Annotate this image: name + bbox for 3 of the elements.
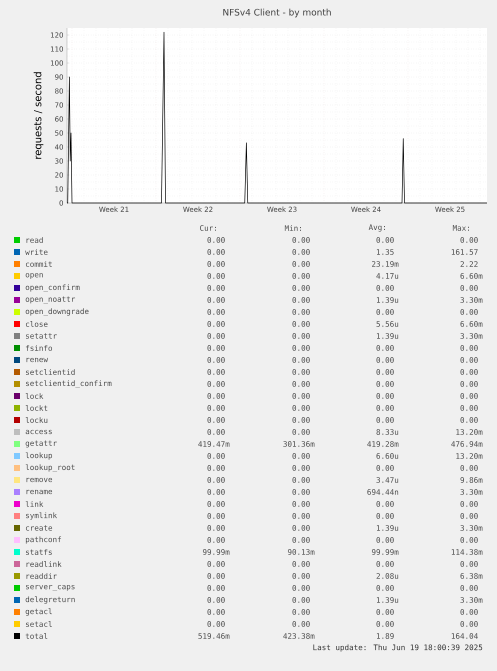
y-axis-title: requests / second [34, 72, 44, 159]
chart-title: NFSv4 Client - by month [223, 8, 331, 18]
line-series [66, 32, 488, 204]
